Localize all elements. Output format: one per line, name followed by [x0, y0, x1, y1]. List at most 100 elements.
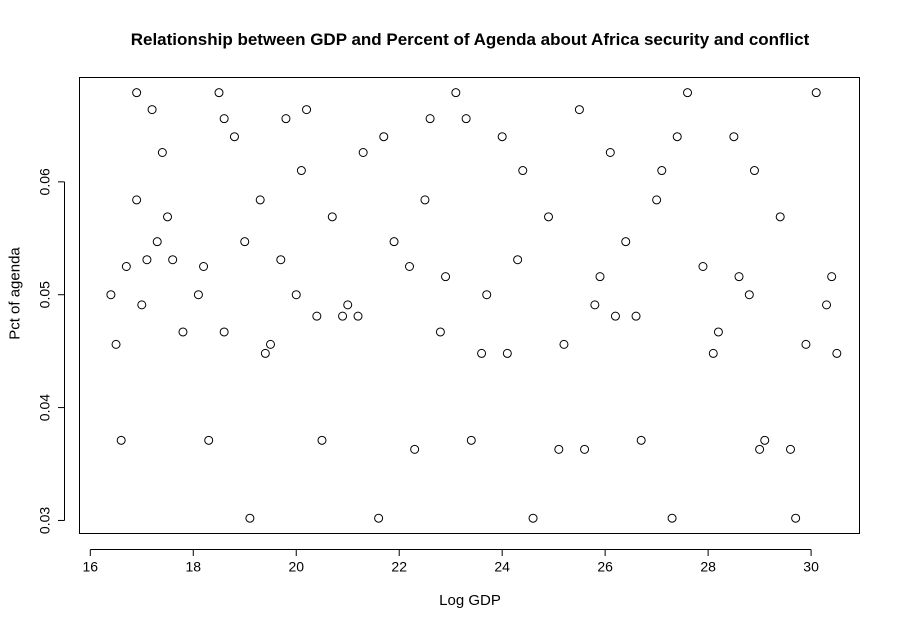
- data-point: [667, 513, 677, 523]
- data-point: [374, 513, 384, 523]
- data-point: [698, 261, 708, 271]
- data-point: [420, 195, 430, 205]
- x-axis-label: Log GDP: [439, 592, 501, 609]
- data-point: [749, 166, 759, 176]
- data-point: [590, 300, 600, 310]
- data-point: [152, 237, 162, 247]
- data-point: [466, 435, 476, 445]
- data-point: [327, 212, 337, 222]
- data-point: [389, 237, 399, 247]
- data-point: [791, 513, 801, 523]
- data-point: [605, 147, 615, 157]
- data-point: [121, 261, 131, 271]
- data-point: [785, 444, 795, 454]
- data-point: [559, 339, 569, 349]
- y-axis: 0.03 0.04 0.05 0.06: [37, 168, 65, 534]
- data-point: [343, 300, 353, 310]
- data-point: [302, 105, 312, 115]
- data-point: [132, 88, 142, 98]
- data-point: [193, 290, 203, 300]
- x-axis: 16 18 20 22 24 26 28 30: [83, 549, 819, 575]
- data-point: [832, 348, 842, 358]
- data-point: [544, 212, 554, 222]
- data-point: [219, 114, 229, 124]
- data-point: [358, 147, 368, 157]
- data-point: [672, 132, 682, 142]
- data-point: [513, 255, 523, 265]
- data-point: [353, 311, 363, 321]
- data-point: [163, 212, 173, 222]
- data-point: [636, 435, 646, 445]
- data-point: [240, 237, 250, 247]
- data-point: [157, 147, 167, 157]
- data-point: [425, 114, 435, 124]
- data-point: [580, 444, 590, 454]
- data-point: [528, 513, 538, 523]
- chart-title: Relationship between GDP and Percent of …: [130, 30, 810, 49]
- y-tick-label: 0.06: [37, 168, 53, 195]
- data-point: [755, 444, 765, 454]
- data-point: [147, 105, 157, 115]
- data-point: [168, 255, 178, 265]
- data-point: [827, 272, 837, 282]
- data-point: [441, 272, 451, 282]
- data-point: [822, 300, 832, 310]
- data-point: [291, 290, 301, 300]
- data-point: [734, 272, 744, 282]
- data-point: [652, 195, 662, 205]
- data-point: [713, 327, 723, 337]
- data-point: [708, 348, 718, 358]
- data-point: [554, 444, 564, 454]
- data-point: [435, 327, 445, 337]
- y-axis-label: Pct of agenda: [6, 247, 24, 340]
- data-point: [106, 290, 116, 300]
- data-point: [312, 311, 322, 321]
- data-point: [811, 88, 821, 98]
- data-point: [574, 105, 584, 115]
- x-tick-label: 30: [803, 559, 819, 575]
- data-point: [219, 327, 229, 337]
- data-point: [610, 311, 620, 321]
- data-point: [621, 237, 631, 247]
- data-point: [744, 290, 754, 300]
- data-point: [199, 261, 209, 271]
- x-tick-label: 28: [700, 559, 716, 575]
- data-point: [801, 339, 811, 349]
- data-point: [451, 88, 461, 98]
- plot-frame: [79, 77, 860, 534]
- data-point: [595, 272, 605, 282]
- data-point: [338, 311, 348, 321]
- data-point: [683, 88, 693, 98]
- data-point: [410, 444, 420, 454]
- data-point: [502, 348, 512, 358]
- data-point: [132, 195, 142, 205]
- data-point: [116, 435, 126, 445]
- y-tick-label: 0.04: [37, 394, 53, 421]
- x-tick-label: 20: [288, 559, 304, 575]
- data-point: [229, 132, 239, 142]
- data-point: [265, 339, 275, 349]
- data-point: [729, 132, 739, 142]
- data-point: [405, 261, 415, 271]
- data-point: [760, 435, 770, 445]
- y-tick-label: 0.05: [37, 281, 53, 308]
- data-points: [106, 88, 842, 523]
- data-point: [276, 255, 286, 265]
- x-tick-label: 24: [494, 559, 510, 575]
- data-point: [281, 114, 291, 124]
- x-tick-label: 16: [83, 559, 99, 575]
- data-point: [379, 132, 389, 142]
- data-point: [204, 435, 214, 445]
- data-point: [214, 88, 224, 98]
- data-point: [137, 300, 147, 310]
- data-point: [317, 435, 327, 445]
- x-tick-label: 22: [391, 559, 407, 575]
- data-point: [296, 166, 306, 176]
- data-point: [477, 348, 487, 358]
- data-point: [482, 290, 492, 300]
- x-tick-label: 18: [185, 559, 201, 575]
- data-point: [461, 114, 471, 124]
- y-tick-label: 0.03: [37, 507, 53, 534]
- data-point: [497, 132, 507, 142]
